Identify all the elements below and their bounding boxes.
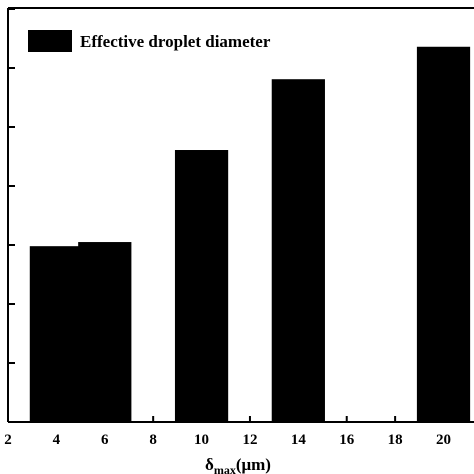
x-tick-label: 20 bbox=[436, 432, 451, 448]
legend-swatch bbox=[28, 30, 72, 52]
x-tick-label: 4 bbox=[53, 432, 61, 448]
x-tick-label: 2 bbox=[4, 432, 12, 448]
x-tick-label: 10 bbox=[194, 432, 209, 448]
bar bbox=[271, 79, 325, 423]
bar bbox=[29, 246, 84, 422]
x-tick-label: 8 bbox=[149, 432, 157, 448]
x-axis-label: δmax(μm) bbox=[205, 455, 271, 474]
x-tick-label: 12 bbox=[242, 432, 257, 448]
x-label-symbol: δ bbox=[205, 455, 214, 474]
legend: Effective droplet diameter bbox=[28, 30, 271, 52]
x-label-subscript: max bbox=[214, 463, 236, 474]
x-label-unit: (μm) bbox=[236, 455, 271, 474]
legend-label: Effective droplet diameter bbox=[80, 32, 271, 51]
bar bbox=[416, 46, 471, 422]
x-tick-label: 18 bbox=[388, 432, 403, 448]
x-tick-label: 16 bbox=[339, 432, 355, 448]
x-tick-label: 14 bbox=[291, 432, 307, 448]
x-tick-label: 6 bbox=[101, 432, 109, 448]
bar bbox=[78, 242, 132, 422]
bar bbox=[174, 150, 229, 422]
